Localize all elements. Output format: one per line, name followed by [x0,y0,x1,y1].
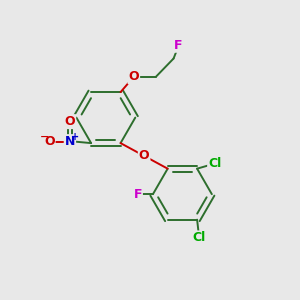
Text: Cl: Cl [192,231,205,244]
Text: O: O [64,115,75,128]
Text: +: + [71,132,79,142]
Text: N: N [65,135,75,148]
Text: F: F [174,39,182,52]
Text: O: O [128,70,139,83]
Text: Cl: Cl [208,157,221,170]
Text: O: O [139,149,149,162]
Text: −: − [40,132,49,142]
Text: O: O [44,135,55,148]
Text: F: F [134,188,142,201]
